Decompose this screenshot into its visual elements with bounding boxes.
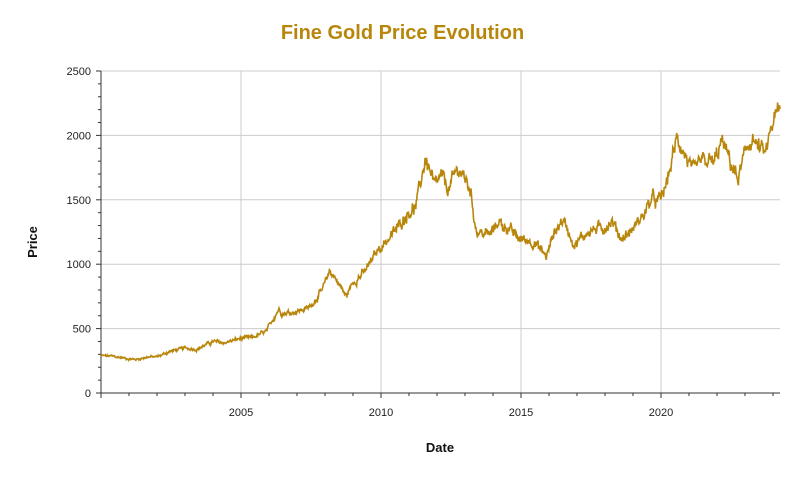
- y-tick-label: 500: [73, 324, 91, 336]
- y-tick-label: 1500: [67, 195, 91, 207]
- gold-price-line: [100, 102, 781, 363]
- y-tick-label: 1000: [67, 259, 91, 271]
- y-axis-title: Price: [25, 226, 40, 258]
- x-tick-label: 2010: [369, 407, 393, 419]
- x-axis-title: Date: [426, 440, 454, 455]
- x-tick-label: 2005: [229, 407, 253, 419]
- x-tick-label: 2015: [509, 407, 533, 419]
- chart-title: Fine Gold Price Evolution: [280, 22, 525, 44]
- axes: 0 500 1000 1500 2000 2500 2005 2010 2015 2020: [67, 66, 780, 419]
- x-tick-label: 2020: [649, 407, 673, 419]
- y-tick-label: 2000: [67, 130, 91, 142]
- y-tick-label: 0: [85, 388, 91, 400]
- y-tick-label: 2500: [67, 66, 91, 78]
